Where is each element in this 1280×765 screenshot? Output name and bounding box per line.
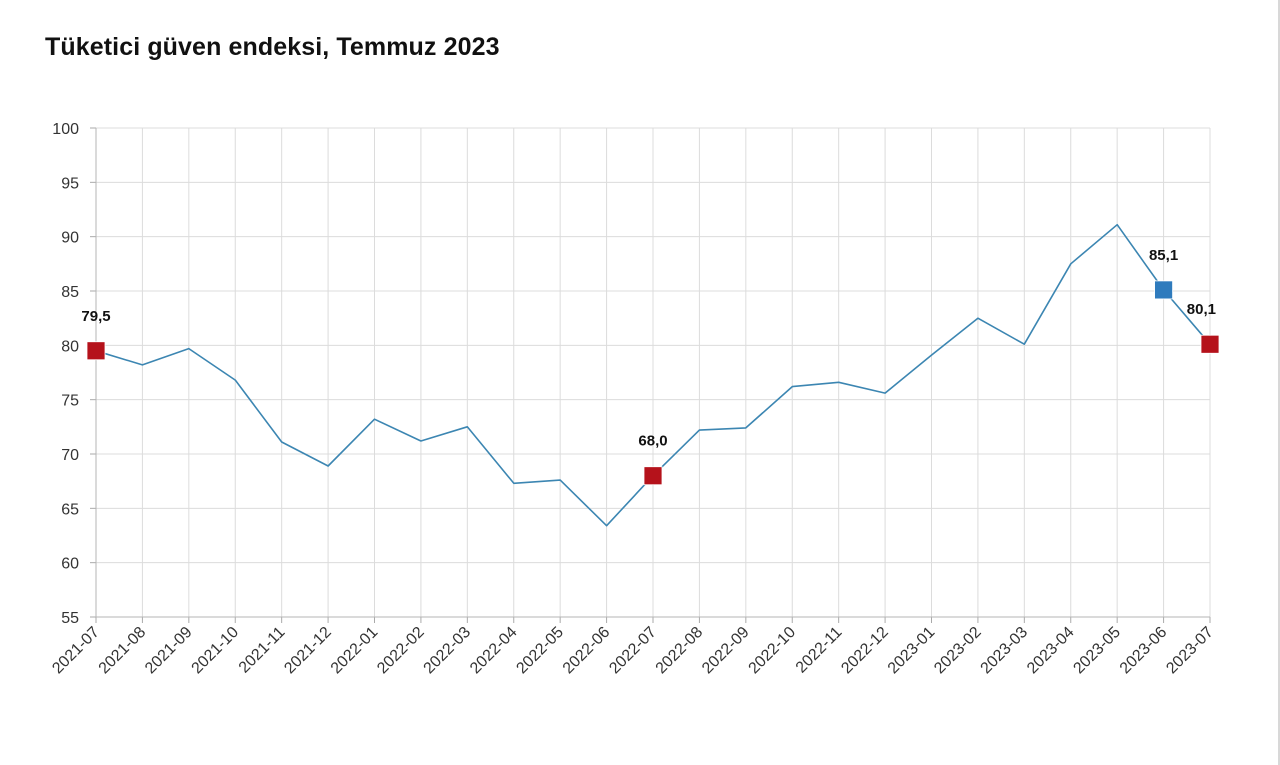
x-tick-label-2022-09: 2022-09 bbox=[699, 624, 753, 678]
x-tick-label-2022-12: 2022-12 bbox=[838, 624, 892, 678]
y-tick-label-65: 65 bbox=[61, 501, 79, 518]
y-tick-label-95: 95 bbox=[61, 175, 79, 192]
x-tick-label-2021-08: 2021-08 bbox=[96, 624, 150, 678]
data-label-2023-06: 85,1 bbox=[1149, 247, 1178, 264]
marker-2023-06 bbox=[1154, 280, 1173, 300]
data-label-2022-07: 68,0 bbox=[638, 433, 667, 450]
x-tick-label-2022-11: 2022-11 bbox=[793, 624, 846, 677]
y-tick-label-80: 80 bbox=[61, 338, 79, 355]
data-label-2023-07: 80,1 bbox=[1187, 301, 1216, 318]
y-tick-label-85: 85 bbox=[61, 284, 79, 301]
x-tick-label-2021-11: 2021-11 bbox=[236, 624, 289, 677]
x-tick-label-2021-12: 2021-12 bbox=[281, 624, 335, 678]
x-tick-label-2022-03: 2022-03 bbox=[421, 624, 475, 678]
x-tick-label-2022-08: 2022-08 bbox=[653, 624, 707, 678]
x-tick-label-2021-09: 2021-09 bbox=[142, 624, 196, 678]
y-tick-label-60: 60 bbox=[61, 556, 79, 573]
x-tick-label-2023-05: 2023-05 bbox=[1070, 624, 1124, 678]
x-tick-label-2021-07: 2021-07 bbox=[49, 624, 103, 678]
y-tick-label-90: 90 bbox=[61, 230, 79, 247]
window-edge bbox=[1278, 0, 1280, 765]
x-tick-label-2021-10: 2021-10 bbox=[189, 624, 243, 678]
x-tick-label-2023-04: 2023-04 bbox=[1024, 624, 1078, 678]
x-tick-label-2022-04: 2022-04 bbox=[467, 624, 521, 678]
y-tick-label-75: 75 bbox=[61, 393, 79, 410]
y-tick-label-100: 100 bbox=[52, 121, 79, 138]
marker-2022-07 bbox=[643, 466, 663, 486]
chart-title: Tüketici güven endeksi, Temmuz 2023 bbox=[45, 33, 500, 61]
x-tick-label-2022-07: 2022-07 bbox=[606, 624, 660, 678]
x-tick-label-2023-07: 2023-07 bbox=[1163, 624, 1217, 678]
x-tick-label-2022-10: 2022-10 bbox=[746, 624, 800, 678]
y-tick-label-55: 55 bbox=[61, 610, 79, 627]
data-label-2021-07: 79,5 bbox=[81, 308, 110, 325]
x-tick-label-2022-02: 2022-02 bbox=[374, 624, 428, 678]
x-tick-label-2023-01: 2023-01 bbox=[885, 624, 939, 678]
x-tick-label-2022-01: 2022-01 bbox=[328, 624, 382, 678]
y-tick-label-70: 70 bbox=[61, 447, 79, 464]
x-tick-label-2023-02: 2023-02 bbox=[931, 624, 985, 678]
x-tick-label-2022-05: 2022-05 bbox=[513, 624, 567, 678]
x-tick-label-2022-06: 2022-06 bbox=[560, 624, 614, 678]
x-tick-label-2023-06: 2023-06 bbox=[1117, 624, 1171, 678]
marker-2021-07 bbox=[86, 341, 106, 361]
marker-2023-07 bbox=[1200, 334, 1220, 354]
x-tick-label-2023-03: 2023-03 bbox=[978, 624, 1032, 678]
